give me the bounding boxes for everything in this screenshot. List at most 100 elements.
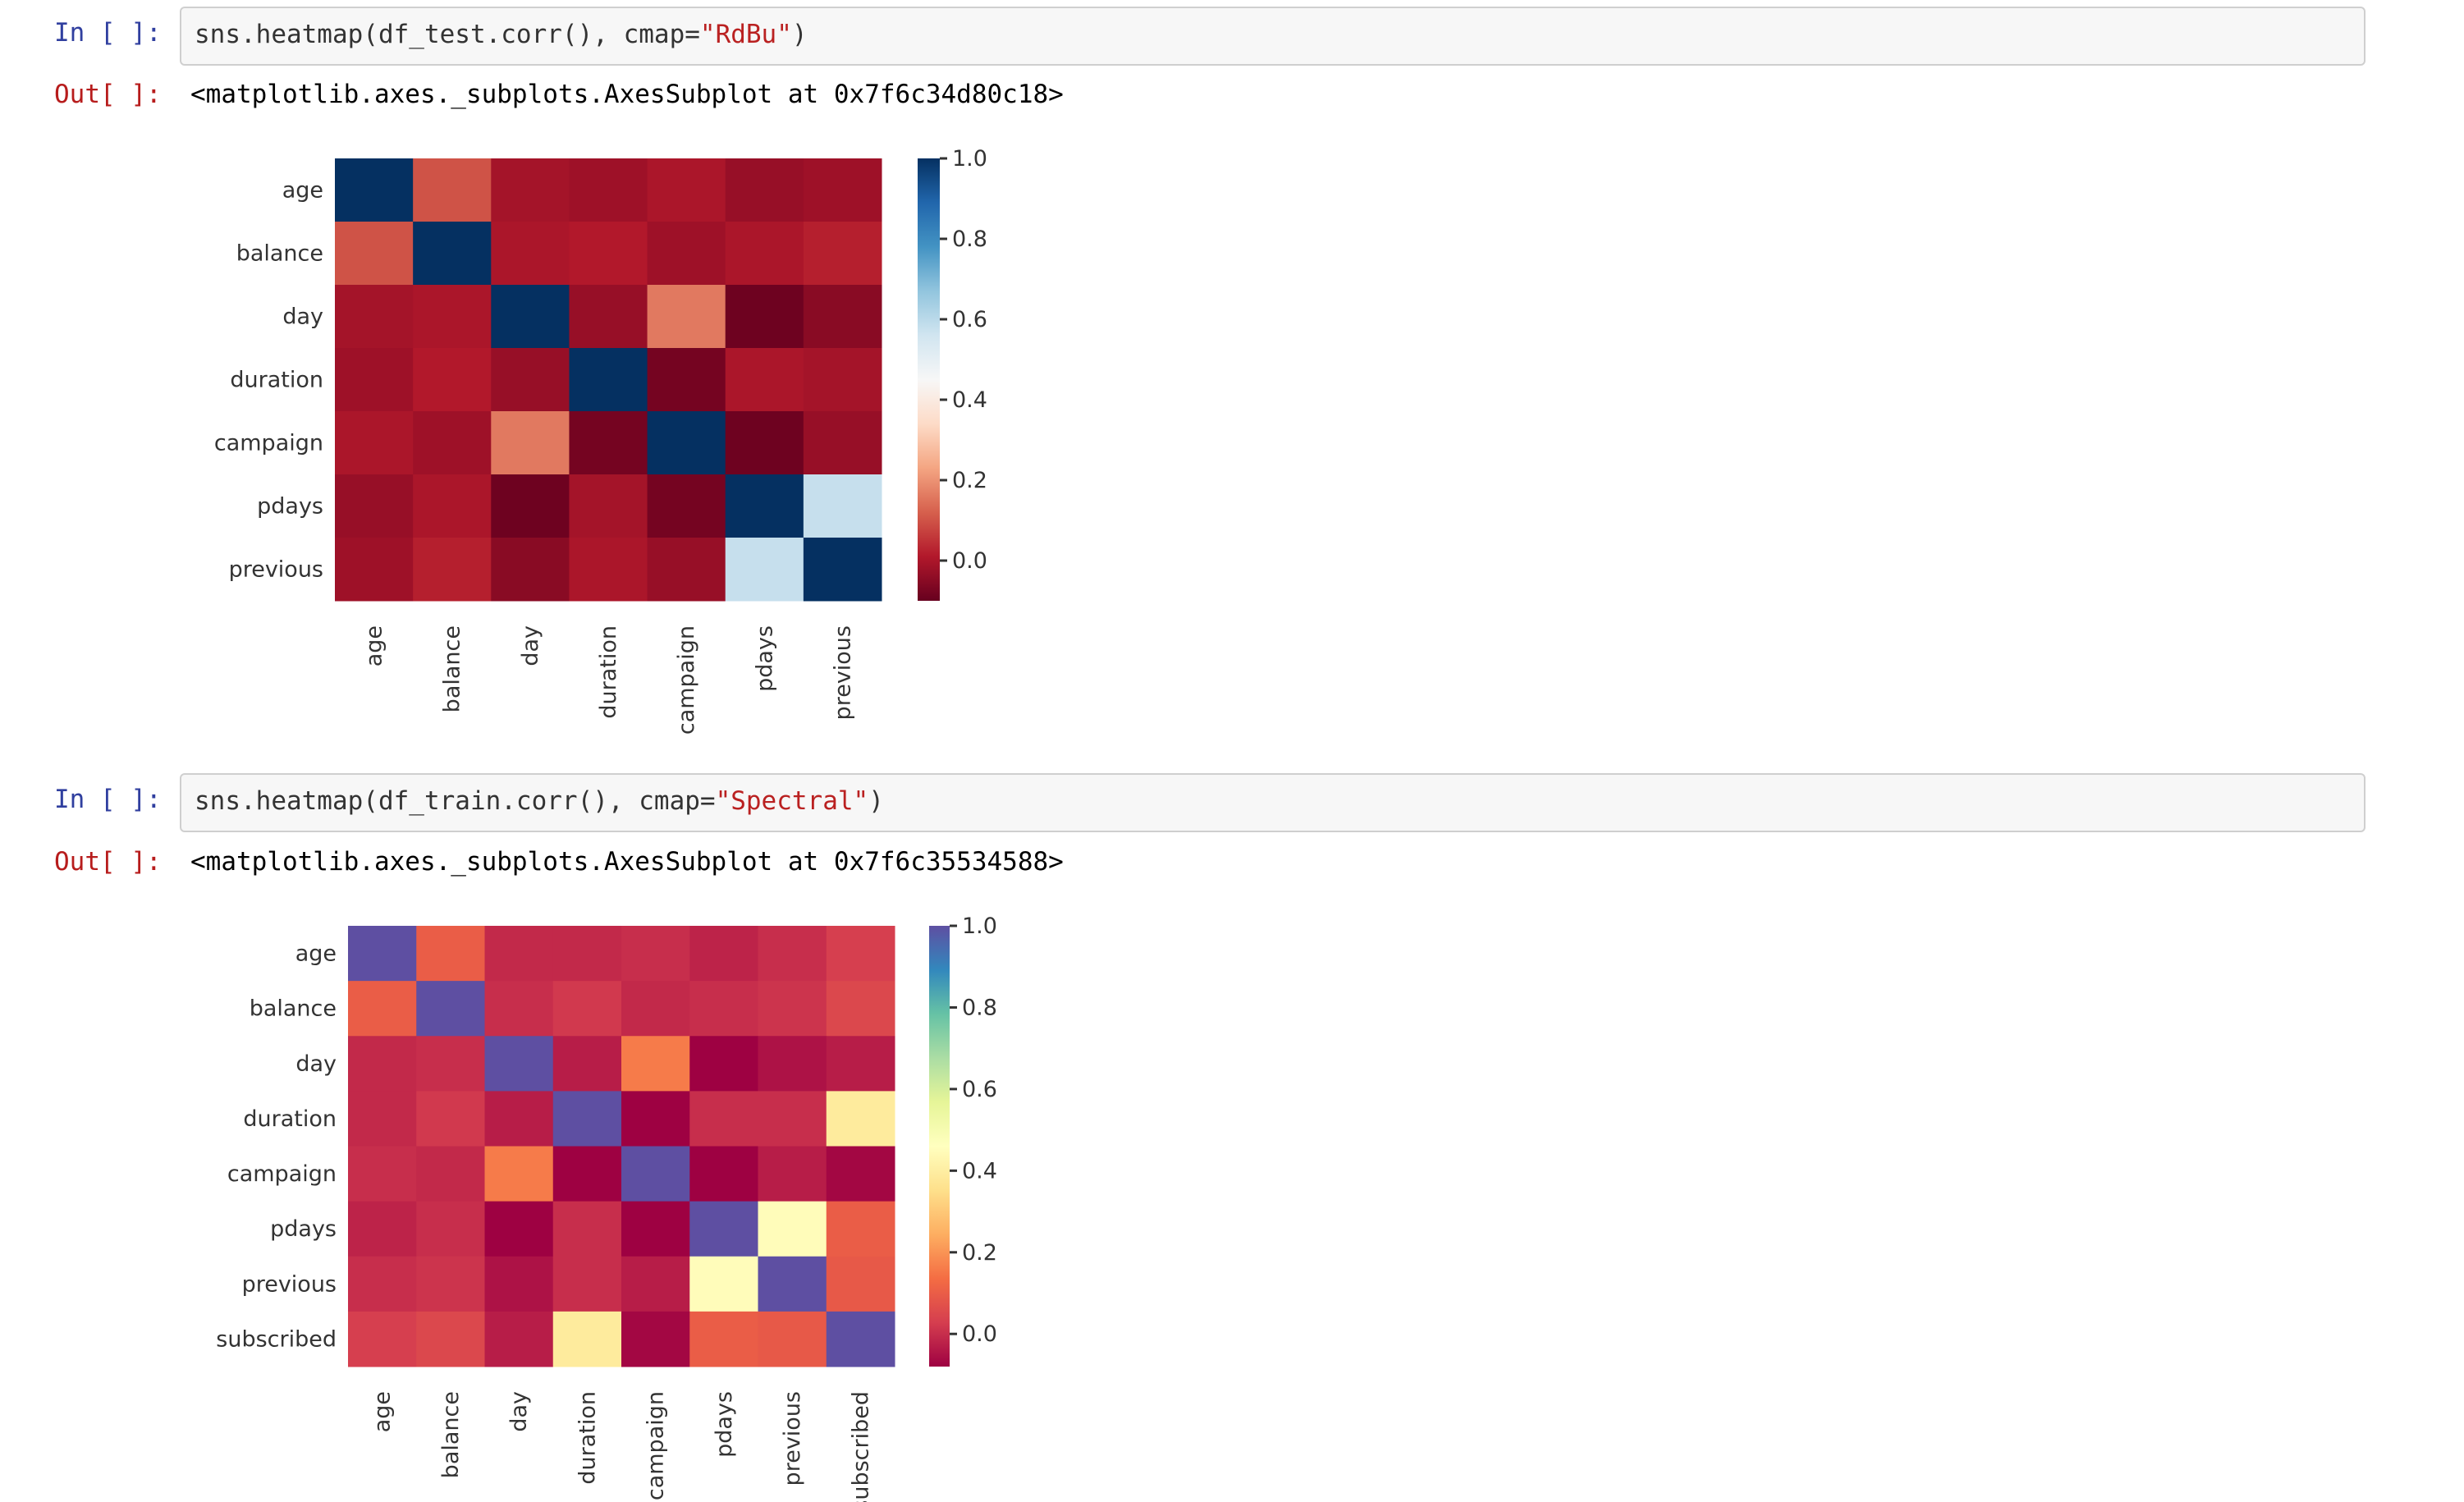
heatmap-cell xyxy=(826,981,895,1037)
heatmap-cell xyxy=(413,474,492,538)
heatmap-cell xyxy=(569,538,648,602)
heatmap-cell xyxy=(689,1201,758,1257)
heatmap-cell xyxy=(348,1311,417,1367)
row-label: campaign xyxy=(227,1161,337,1187)
heatmap-cell xyxy=(335,285,414,349)
row-label: day xyxy=(295,1051,337,1077)
row-label: day xyxy=(282,305,323,330)
heatmap-cell xyxy=(484,1201,554,1257)
input-prompt: In [ ]: xyxy=(54,18,162,48)
heatmap-cell xyxy=(621,981,690,1037)
heatmap-cell xyxy=(826,1311,895,1367)
heatmap-cell xyxy=(569,285,648,349)
row-label: duration xyxy=(243,1106,337,1132)
heatmap-cell xyxy=(803,348,882,412)
colorbar-tick-label: 1.0 xyxy=(962,914,997,939)
heatmap-cell xyxy=(689,1091,758,1147)
heatmap-cell xyxy=(647,474,726,538)
row-label: previous xyxy=(242,1271,337,1297)
colorbar-tick-label: 1.0 xyxy=(952,146,987,172)
heatmap-cell xyxy=(484,1311,554,1367)
heatmap-cell xyxy=(621,1091,690,1147)
heatmap-cell xyxy=(569,474,648,538)
heatmap-cell xyxy=(335,538,414,602)
heatmap-cell xyxy=(491,538,570,602)
heatmap-cell xyxy=(647,538,726,602)
heatmap-cell xyxy=(413,411,492,475)
heatmap-cell xyxy=(413,222,492,286)
heatmap-cell xyxy=(725,474,804,538)
heatmap-cell xyxy=(348,1036,417,1092)
heatmap-cell xyxy=(647,411,726,475)
heatmap-cell xyxy=(491,411,570,475)
heatmap-cell xyxy=(647,348,726,412)
heatmap-cell xyxy=(826,1256,895,1312)
heatmap-cell xyxy=(621,1256,690,1312)
column-label: age xyxy=(362,625,387,666)
heatmap-cell xyxy=(413,285,492,349)
heatmap-cell xyxy=(569,348,648,412)
column-label: balance xyxy=(438,1391,464,1478)
heatmap-cell xyxy=(416,1201,485,1257)
heatmap-cell xyxy=(758,926,827,982)
heatmap-cell xyxy=(416,1036,485,1092)
column-label: pdays xyxy=(752,625,777,692)
row-label: age xyxy=(282,178,323,204)
heatmap-cell xyxy=(758,1146,827,1202)
colorbar-tick-label: 0.0 xyxy=(962,1321,997,1347)
input-prompt: In [ ]: xyxy=(54,785,162,814)
row-label: previous xyxy=(229,557,323,583)
column-label: balance xyxy=(440,625,465,712)
column-label: day xyxy=(506,1391,532,1432)
code-text: sns.heatmap(df_test.corr(), cmap="RdBu") xyxy=(195,20,808,49)
heatmap-cell xyxy=(413,538,492,602)
heatmap-cell xyxy=(348,926,417,982)
heatmap-cell xyxy=(416,1091,485,1147)
heatmap-cell xyxy=(552,1036,622,1092)
colorbar-tick-label: 0.4 xyxy=(962,1158,997,1184)
heatmap-cell xyxy=(758,981,827,1037)
column-label: subscribed xyxy=(848,1391,873,1502)
heatmap-cell xyxy=(416,1311,485,1367)
column-label: previous xyxy=(780,1391,805,1486)
code-string: "Spectral" xyxy=(715,786,869,816)
code-input-cell[interactable]: sns.heatmap(df_train.corr(), cmap="Spect… xyxy=(180,773,2366,832)
heatmap-cell xyxy=(569,222,648,286)
colorbar-tick-label: 0.2 xyxy=(952,468,987,493)
row-label: balance xyxy=(250,996,337,1022)
colorbar-tick-label: 0.8 xyxy=(952,227,987,252)
row-label: balance xyxy=(236,241,323,267)
heatmap-cell xyxy=(348,1256,417,1312)
colorbar-tick-label: 0.4 xyxy=(952,387,987,413)
heatmap-cell xyxy=(689,981,758,1037)
output-text: <matplotlib.axes._subplots.AxesSubplot a… xyxy=(190,80,1064,109)
heatmap-cell xyxy=(552,1091,622,1147)
heatmap-cell xyxy=(803,474,882,538)
heatmap-cell xyxy=(484,926,554,982)
heatmap-cell xyxy=(552,926,622,982)
heatmap-cell xyxy=(826,1146,895,1202)
heatmap-cell xyxy=(758,1036,827,1092)
heatmap-cell xyxy=(826,1036,895,1092)
heatmap-cell xyxy=(484,1036,554,1092)
heatmap-cell xyxy=(335,348,414,412)
code-text: sns.heatmap(df_train.corr(), cmap="Spect… xyxy=(195,786,884,816)
heatmap-cell xyxy=(491,474,570,538)
output-prompt: Out[ ]: xyxy=(54,847,162,877)
heatmap-cell xyxy=(348,981,417,1037)
code-input-cell[interactable]: sns.heatmap(df_test.corr(), cmap="RdBu") xyxy=(180,7,2366,66)
heatmap-cell xyxy=(552,981,622,1037)
heatmap-cell xyxy=(803,285,882,349)
column-label: campaign xyxy=(674,625,699,735)
row-label: duration xyxy=(230,368,323,393)
heatmap-cell xyxy=(413,158,492,222)
code-suffix: ) xyxy=(791,20,808,49)
heatmap-cell xyxy=(826,926,895,982)
heatmap-cell xyxy=(803,411,882,475)
code-prefix: sns.heatmap(df_train.corr(), cmap= xyxy=(195,786,716,816)
heatmap-cell xyxy=(758,1256,827,1312)
heatmap-cell xyxy=(621,1311,690,1367)
colorbar-tick-label: 0.8 xyxy=(962,995,997,1020)
heatmap-cell xyxy=(689,926,758,982)
heatmap-cell xyxy=(552,1201,622,1257)
